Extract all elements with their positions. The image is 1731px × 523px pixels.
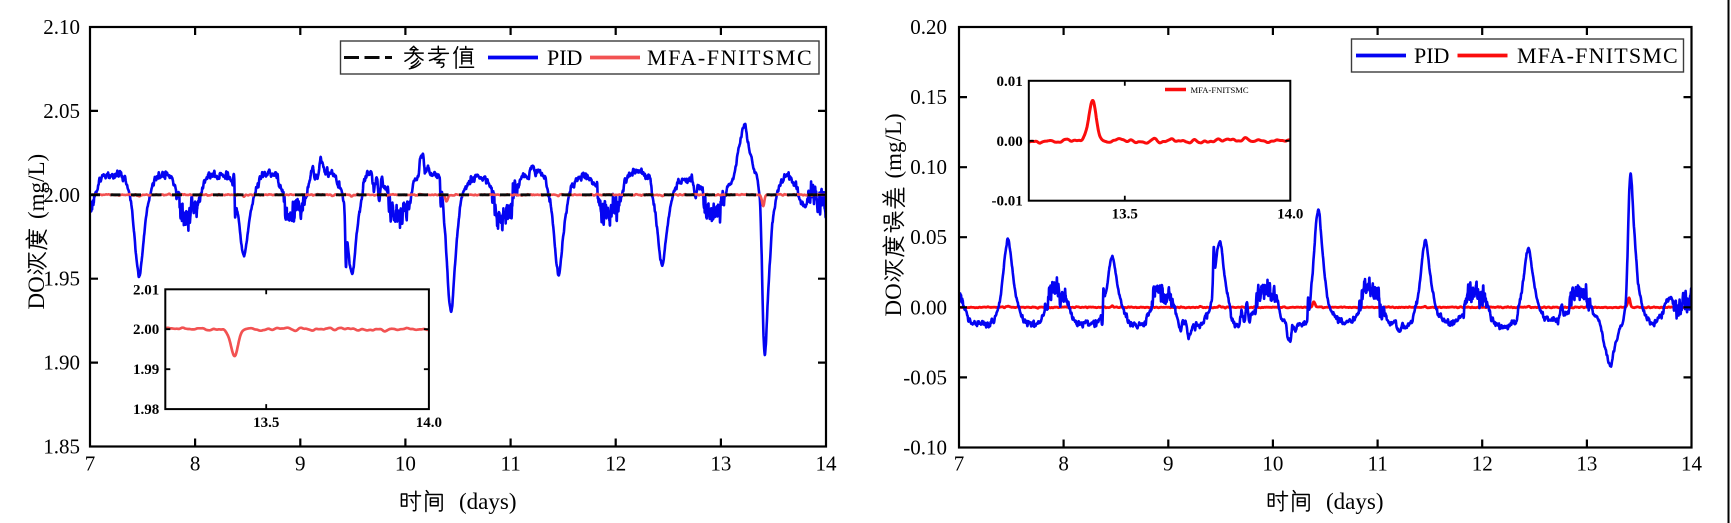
svg-text:0.00: 0.00 [997,134,1023,150]
svg-text:MFA-FNITSMC: MFA-FNITSMC [1517,43,1679,68]
svg-text:8: 8 [1058,452,1069,476]
svg-text:-0.01: -0.01 [992,194,1023,210]
svg-text:12: 12 [1472,452,1493,476]
svg-text:13.5: 13.5 [253,415,279,431]
svg-text:MFA-FNITSMC: MFA-FNITSMC [1191,85,1249,95]
svg-text:9: 9 [295,452,306,476]
svg-text:10: 10 [395,452,416,476]
svg-text:13.5: 13.5 [1112,207,1138,223]
svg-text:0.10: 0.10 [910,155,947,179]
svg-text:1.95: 1.95 [43,267,80,291]
svg-text:-0.05: -0.05 [903,365,947,389]
svg-text:DO: DO [881,283,906,316]
svg-text:0.00: 0.00 [910,295,947,319]
svg-text:13: 13 [1576,452,1597,476]
svg-text:2.00: 2.00 [43,183,80,207]
svg-text:MFA-FNITSMC: MFA-FNITSMC [647,45,813,70]
svg-text:14: 14 [816,452,838,476]
svg-text:12: 12 [605,452,626,476]
svg-text:10: 10 [1262,452,1283,476]
svg-text:2.10: 2.10 [43,15,80,39]
svg-text:2.01: 2.01 [133,282,159,298]
svg-text:14.0: 14.0 [416,415,442,431]
svg-text:1.85: 1.85 [43,435,80,459]
svg-text:14.0: 14.0 [1277,207,1303,223]
svg-text:(mg/L): (mg/L) [881,113,906,178]
svg-text:0.15: 0.15 [910,85,947,109]
svg-text:(days): (days) [459,489,516,514]
svg-text:0.05: 0.05 [910,225,947,249]
svg-text:8: 8 [190,452,201,476]
svg-text:(days): (days) [1326,489,1383,514]
svg-text:11: 11 [500,452,520,476]
svg-text:2.00: 2.00 [133,322,159,338]
svg-text:1.90: 1.90 [43,351,80,375]
svg-text:0.01: 0.01 [997,74,1023,90]
svg-text:0.20: 0.20 [910,15,947,39]
svg-text:13: 13 [710,452,731,476]
svg-text:14: 14 [1681,452,1703,476]
svg-text:7: 7 [954,452,965,476]
svg-text:-0.10: -0.10 [903,436,947,460]
svg-text:9: 9 [1163,452,1174,476]
svg-text:1.98: 1.98 [133,402,159,418]
svg-text:11: 11 [1367,452,1387,476]
svg-text:PID: PID [1414,43,1449,68]
svg-text:PID: PID [547,45,582,70]
svg-text:(mg/L): (mg/L) [24,154,49,219]
svg-text:DO: DO [24,276,49,309]
svg-text:2.05: 2.05 [43,99,80,123]
svg-text:1.99: 1.99 [133,362,159,378]
svg-text:7: 7 [85,452,96,476]
